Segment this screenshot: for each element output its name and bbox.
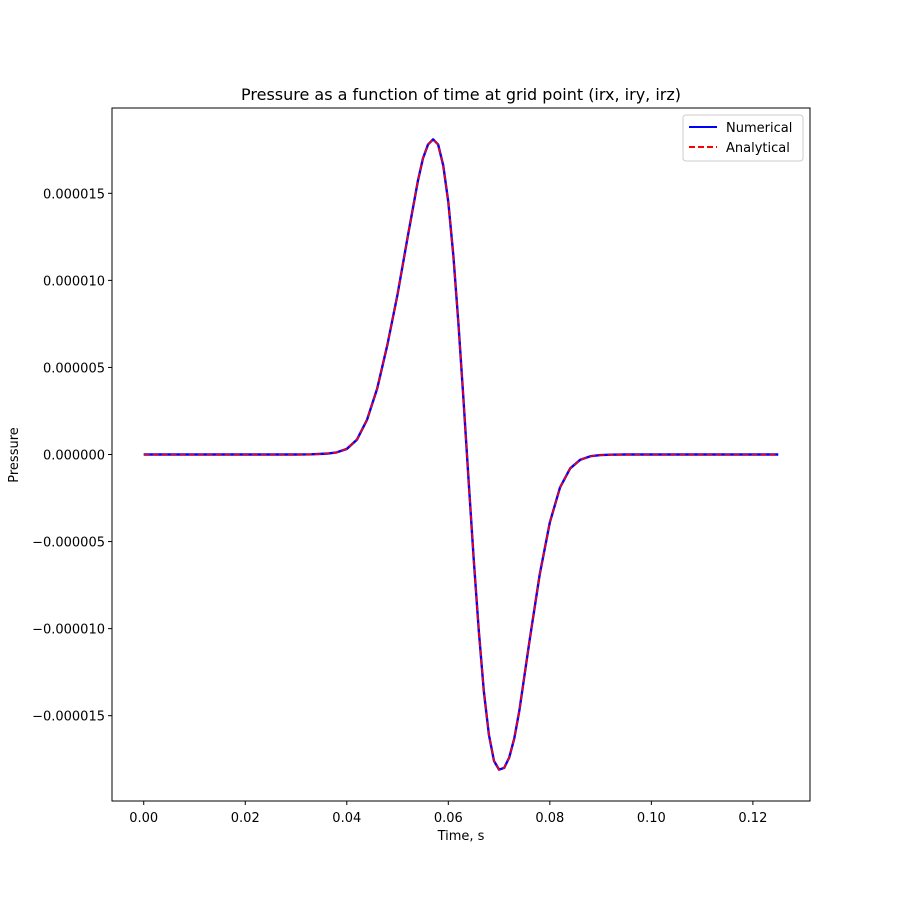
- y-axis-ticks: −0.000015 −0.000010 −0.000005 0.000000 0.000…: [32, 187, 112, 725]
- x-axis-label: Time, s: [437, 829, 485, 844]
- chart-title: Pressure as a function of time at grid p…: [241, 85, 681, 104]
- y-tick-label: −0.000015: [32, 710, 105, 725]
- y-tick-label: 0.000005: [43, 361, 105, 376]
- plot-lines: [143, 138, 779, 771]
- legend-label-analytical: Analytical: [726, 141, 790, 156]
- y-tick-label: 0.000000: [43, 449, 105, 464]
- plot-area-frame: [111, 107, 811, 802]
- y-axis-label: Pressure: [7, 427, 22, 483]
- x-tick-label: 0.12: [738, 811, 767, 826]
- y-tick-label: 0.000010: [43, 274, 105, 289]
- y-tick-label: −0.000005: [32, 536, 105, 551]
- legend: Numerical Analytical: [682, 114, 804, 162]
- x-tick-label: 0.00: [129, 811, 158, 826]
- y-tick-label: 0.000015: [43, 187, 105, 202]
- x-tick-label: 0.06: [434, 811, 463, 826]
- x-tick-label: 0.10: [637, 811, 666, 826]
- x-axis-ticks: 0.00 0.02 0.04 0.06 0.08 0.10 0.12: [129, 801, 767, 826]
- x-tick-label: 0.08: [535, 811, 564, 826]
- series-line-analytical: [143, 138, 779, 771]
- legend-label-numerical: Numerical: [726, 121, 792, 136]
- x-tick-label: 0.04: [332, 811, 361, 826]
- x-tick-label: 0.02: [231, 811, 260, 826]
- y-tick-label: −0.000010: [32, 623, 105, 638]
